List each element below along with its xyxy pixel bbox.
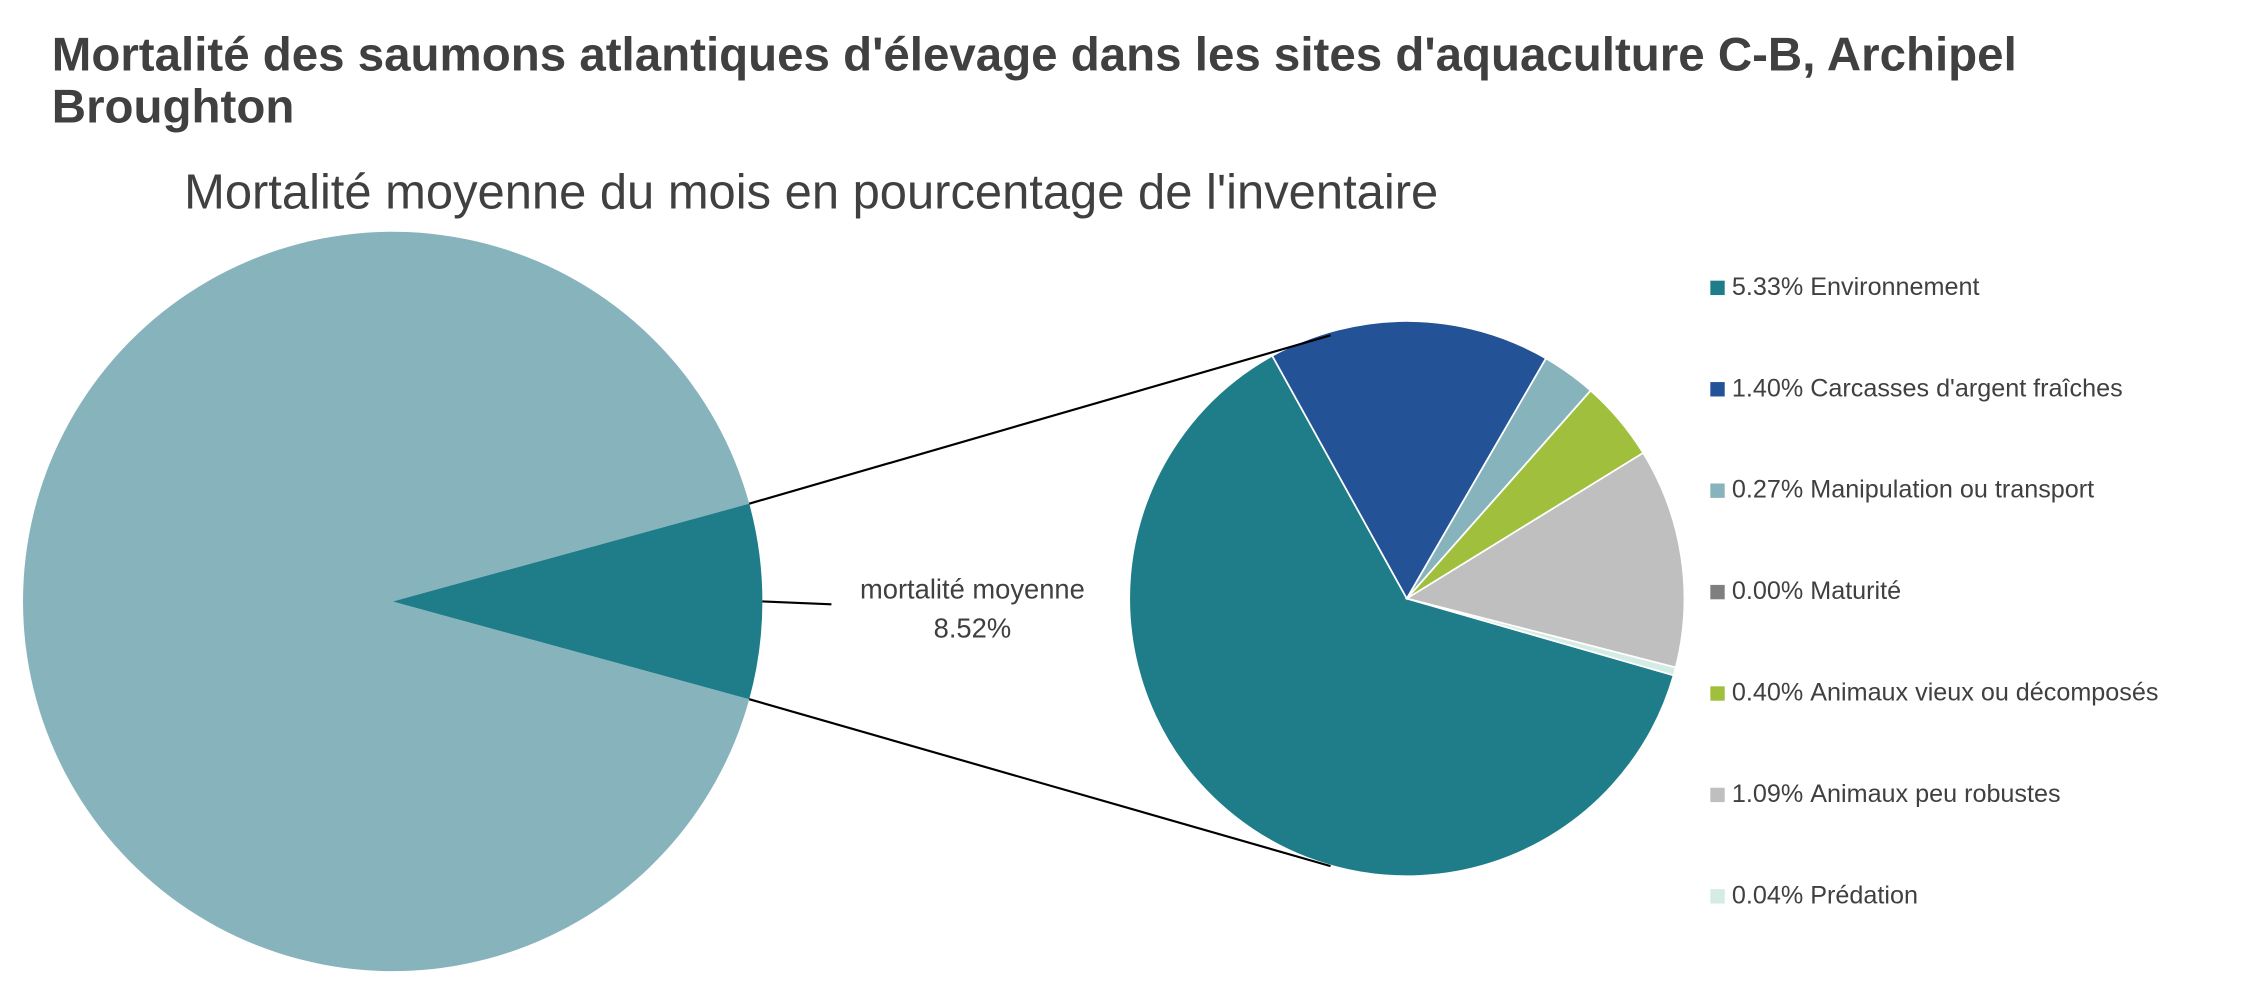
legend-value: 1.40%	[1732, 374, 1803, 402]
legend-entry: 0.27% Manipulation ou transport	[1732, 475, 2094, 503]
legend-value: 0.40%	[1732, 678, 1803, 706]
pie-slice	[1406, 597, 1677, 677]
title-box: Mortalité des saumons atlantiques d'élev…	[51, 28, 2017, 133]
legend-swatch	[1710, 584, 1725, 600]
legend-entry: 0.40% Animaux vieux ou décomposés	[1732, 678, 2159, 706]
legend-label: Environnement	[1810, 273, 1979, 301]
pie-slice	[392, 503, 763, 700]
legend-entry: 0.04% Prédation	[1732, 881, 1918, 909]
legend-swatch	[1710, 889, 1725, 904]
pie-slice	[1128, 354, 1675, 878]
legend-swatch	[1710, 280, 1725, 296]
legend-value: 0.27%	[1732, 475, 1803, 503]
legend-entry: 1.40% Carcasses d'argent fraîches	[1732, 374, 2123, 402]
legend-label: Animaux peu robustes	[1810, 780, 2060, 808]
pie-slice	[1271, 320, 1548, 601]
legend-entry: 1.09% Animaux peu robustes	[1732, 780, 2061, 808]
connector-line	[748, 698, 1331, 868]
legend-value: 0.04%	[1732, 881, 1803, 909]
legend-label: Manipulation ou transport	[1810, 475, 2094, 503]
legend-entry: 0.00% Maturité	[1732, 577, 1901, 605]
leader-line	[762, 600, 832, 606]
legend-label: Animaux vieux ou décomposés	[1810, 678, 2158, 706]
chart-subtitle: Mortalité moyenne du mois en pourcentage…	[184, 166, 1438, 220]
legend-swatch	[1710, 787, 1725, 803]
legend-value: 1.09%	[1732, 780, 1803, 808]
pie-slice	[1404, 451, 1686, 669]
legend-value: 0.00%	[1732, 577, 1803, 605]
legend-label: Carcasses d'argent fraîches	[1810, 374, 2122, 402]
legend-entry: 5.33% Environnement	[1732, 273, 1980, 301]
legend-label: Maturité	[1810, 577, 1901, 605]
data-label: 8.52%	[934, 612, 1012, 643]
connector-line	[748, 334, 1331, 505]
data-label: mortalité moyenne	[860, 574, 1085, 605]
legend-value: 5.33%	[1732, 273, 1803, 301]
chart-title: Mortalité des saumons atlantiques d'élev…	[51, 28, 2017, 133]
legend-swatch	[1710, 686, 1725, 701]
legend-label: Prédation	[1810, 881, 1918, 909]
legend-swatch	[1710, 483, 1725, 498]
pie-slice	[23, 231, 750, 972]
legend-swatch	[1710, 382, 1725, 397]
